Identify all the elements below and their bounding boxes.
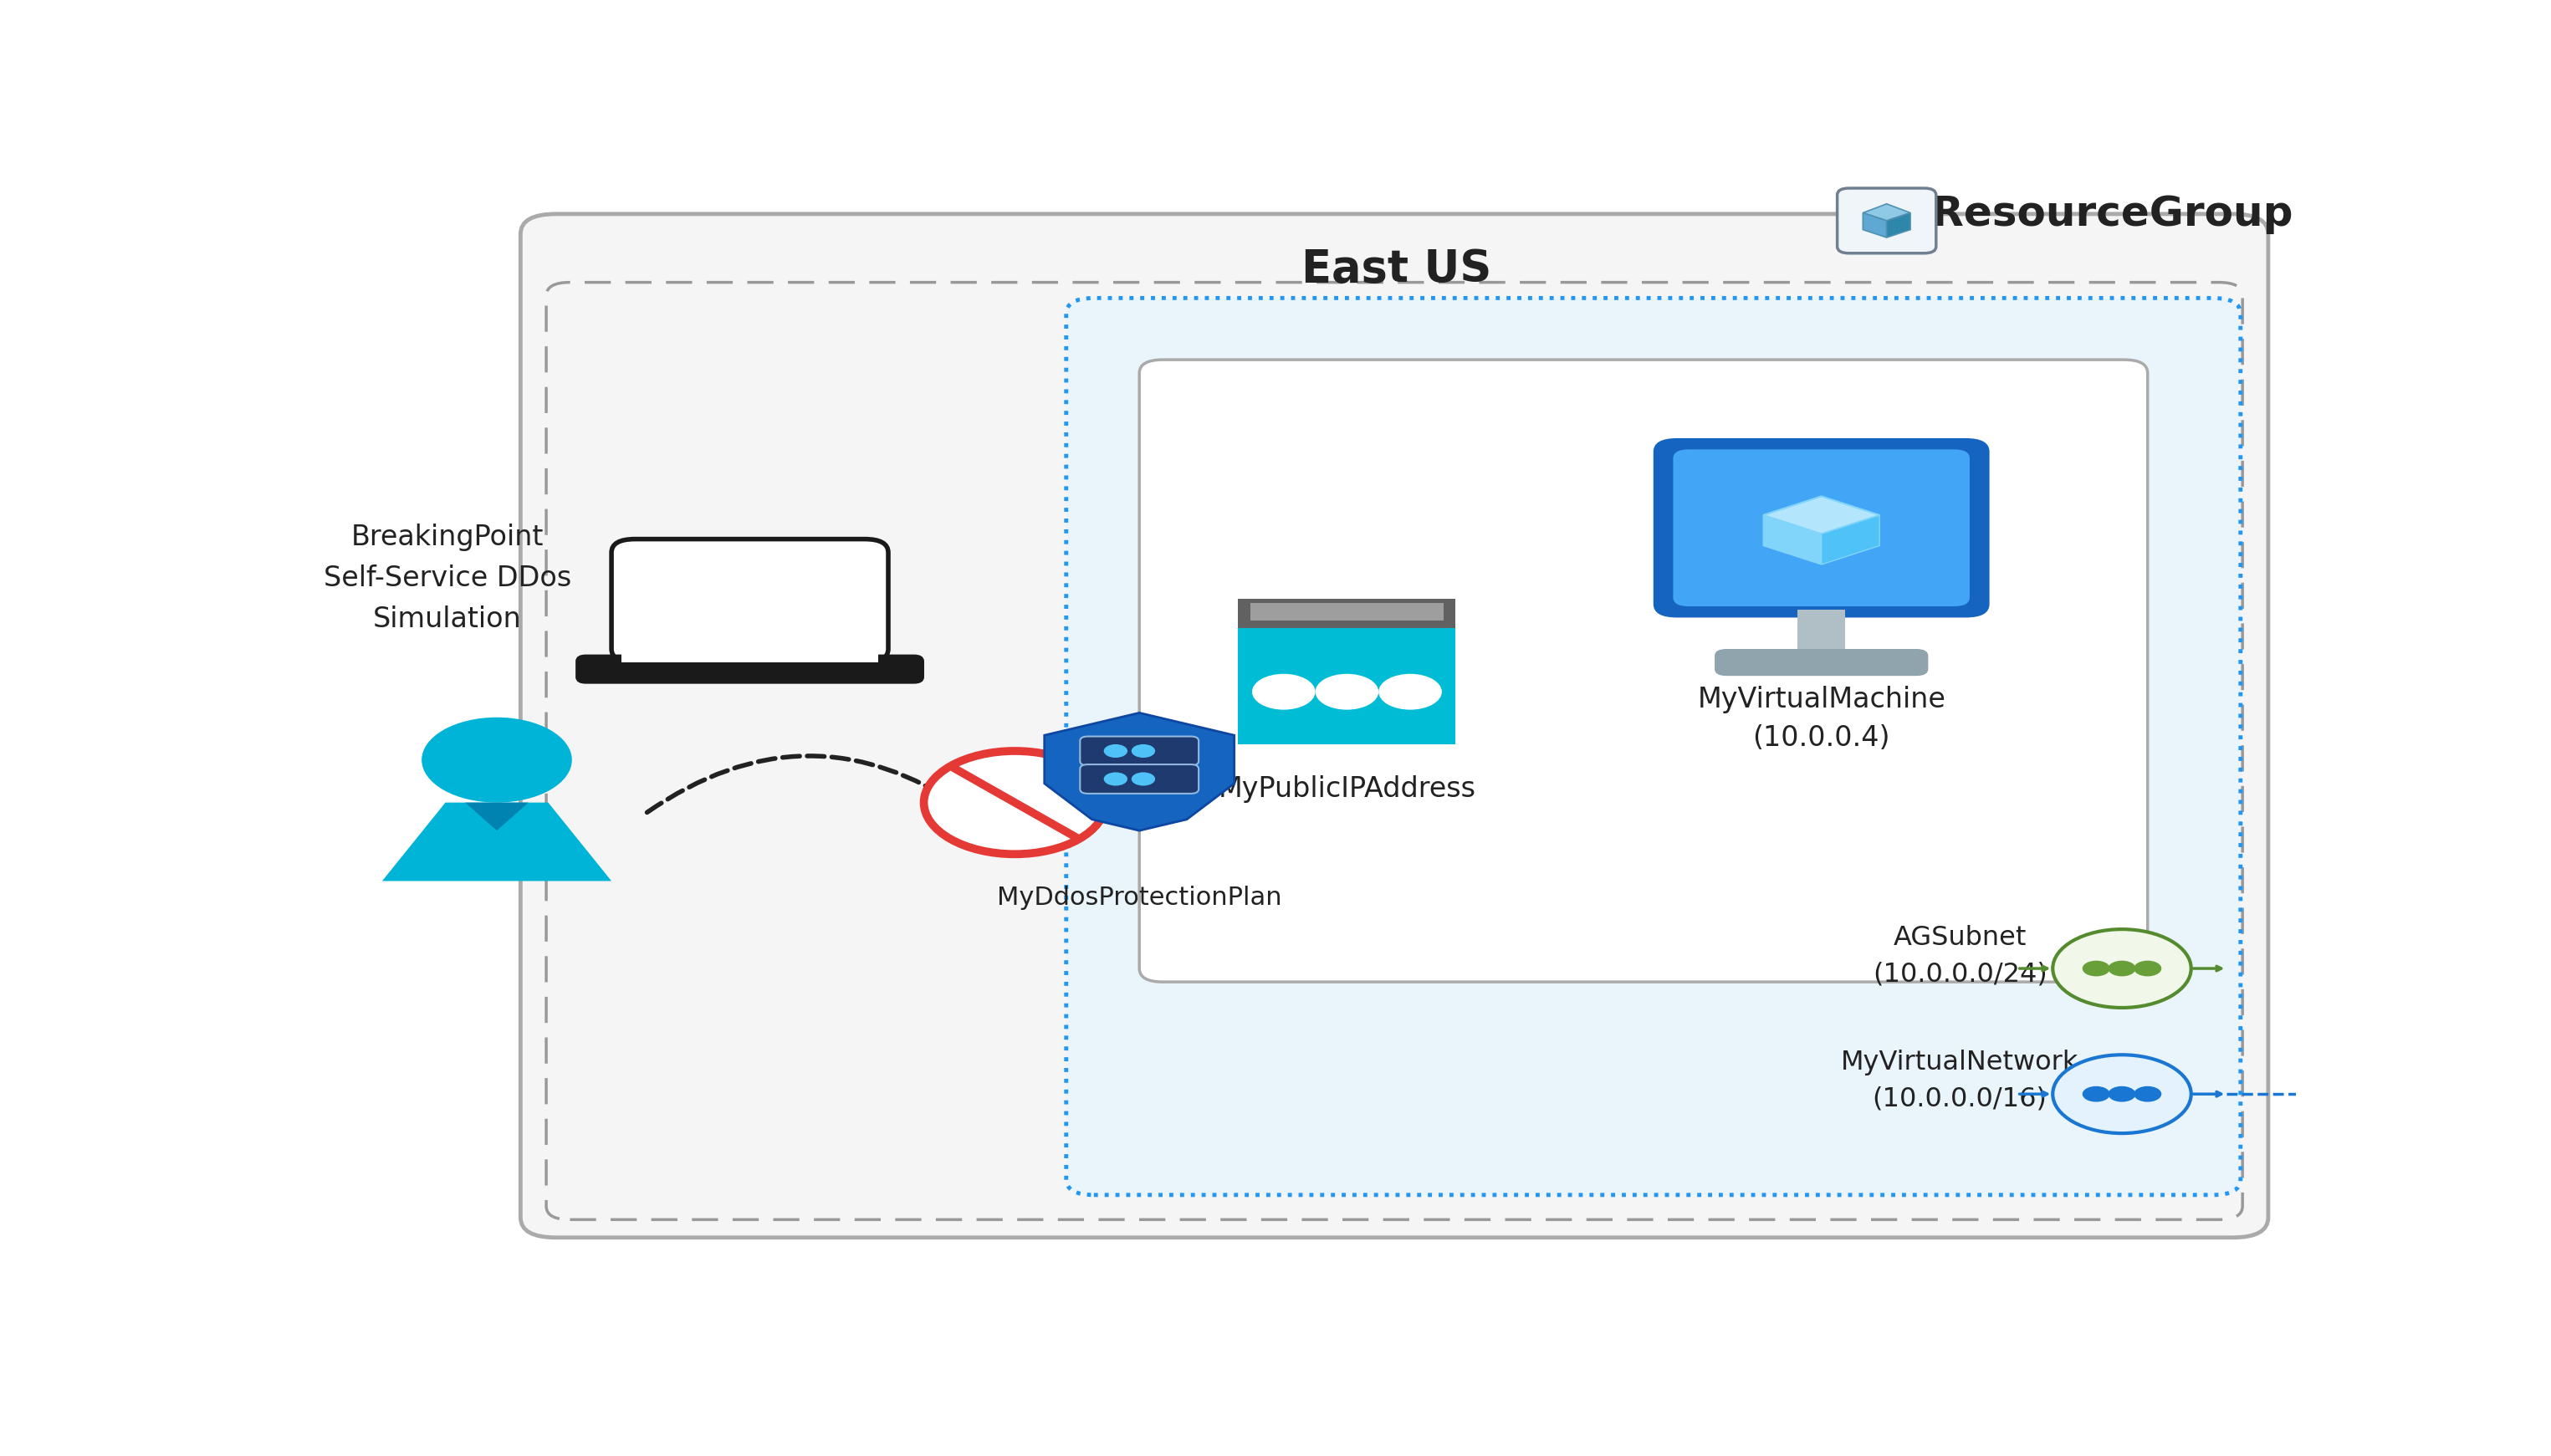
Polygon shape xyxy=(1763,496,1880,534)
Circle shape xyxy=(2107,1086,2135,1102)
FancyBboxPatch shape xyxy=(1653,438,1990,617)
FancyBboxPatch shape xyxy=(612,539,888,662)
Circle shape xyxy=(1316,674,1378,709)
Text: MyResourceGroup: MyResourceGroup xyxy=(1862,194,2293,234)
FancyBboxPatch shape xyxy=(1673,450,1969,606)
Polygon shape xyxy=(1862,204,1911,221)
Text: MyVirtualNetwork
(10.0.0.0/16): MyVirtualNetwork (10.0.0.0/16) xyxy=(1842,1050,2079,1111)
FancyBboxPatch shape xyxy=(1237,628,1457,744)
FancyBboxPatch shape xyxy=(1237,598,1457,628)
Polygon shape xyxy=(464,802,528,830)
FancyBboxPatch shape xyxy=(1798,610,1844,655)
FancyBboxPatch shape xyxy=(1079,764,1199,794)
FancyBboxPatch shape xyxy=(1837,188,1936,253)
Circle shape xyxy=(2133,1086,2161,1102)
Polygon shape xyxy=(1862,213,1888,237)
Polygon shape xyxy=(1888,213,1911,237)
Circle shape xyxy=(2082,1086,2110,1102)
FancyBboxPatch shape xyxy=(579,657,921,681)
Circle shape xyxy=(1253,674,1316,709)
Circle shape xyxy=(1105,744,1128,757)
Circle shape xyxy=(2107,961,2135,977)
Circle shape xyxy=(2054,929,2191,1008)
Circle shape xyxy=(1105,772,1128,786)
Text: East US: East US xyxy=(1301,248,1492,291)
Text: AGSubnet
(10.0.0.0/24): AGSubnet (10.0.0.0/24) xyxy=(1872,925,2046,987)
Circle shape xyxy=(2133,961,2161,977)
FancyBboxPatch shape xyxy=(1140,360,2148,981)
Text: BreakingPoint
Self-Service DDos
Simulation: BreakingPoint Self-Service DDos Simulati… xyxy=(324,524,571,633)
Circle shape xyxy=(2082,961,2110,977)
FancyBboxPatch shape xyxy=(1079,737,1199,766)
Circle shape xyxy=(421,718,571,802)
Circle shape xyxy=(2054,1054,2191,1133)
FancyBboxPatch shape xyxy=(1066,298,2240,1195)
Circle shape xyxy=(923,751,1105,855)
Circle shape xyxy=(1133,772,1156,786)
Polygon shape xyxy=(1763,515,1821,565)
Text: MyVirtualMachine
(10.0.0.4): MyVirtualMachine (10.0.0.4) xyxy=(1696,686,1946,751)
Circle shape xyxy=(1133,744,1156,757)
FancyBboxPatch shape xyxy=(1250,603,1444,620)
FancyBboxPatch shape xyxy=(1237,598,1457,744)
Text: MyPublicIPAddress: MyPublicIPAddress xyxy=(1219,775,1474,802)
Text: MyDdosProtectionPlan: MyDdosProtectionPlan xyxy=(997,885,1281,910)
Circle shape xyxy=(1378,674,1441,709)
FancyBboxPatch shape xyxy=(1714,649,1929,676)
Polygon shape xyxy=(1821,515,1880,565)
FancyBboxPatch shape xyxy=(622,651,878,662)
FancyBboxPatch shape xyxy=(520,214,2268,1238)
FancyBboxPatch shape xyxy=(640,556,860,648)
Polygon shape xyxy=(1043,713,1235,830)
Polygon shape xyxy=(383,802,612,881)
